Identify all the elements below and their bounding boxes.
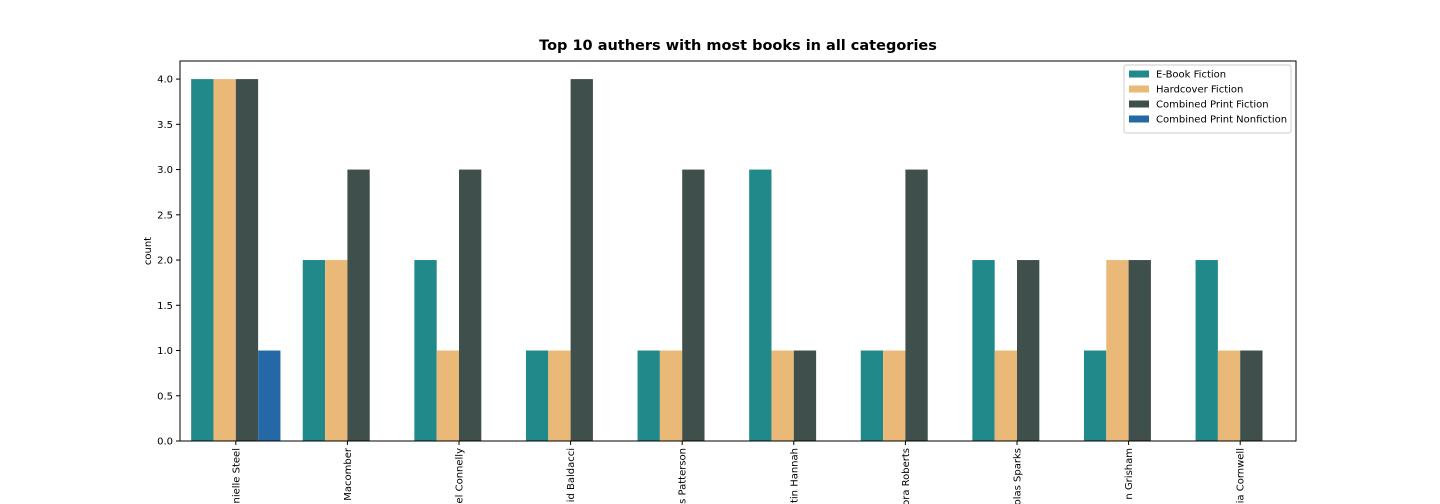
bar [548,350,571,441]
bar [436,350,459,441]
y-tick-label: 0.0 [157,437,173,448]
bar [191,79,214,441]
bar [325,260,348,441]
bar [1128,260,1151,441]
bar [1240,350,1263,441]
legend: E-Book Fiction Hardcover Fiction Combined … [1123,64,1292,134]
x-tick-label: n Grisham [1124,448,1135,500]
legend-label: Combined Print Fiction [1156,100,1269,111]
y-tick-label: 2.0 [157,256,173,267]
bar [860,350,884,441]
bar [1017,260,1040,441]
bar [302,260,326,441]
bar [235,79,259,441]
legend-label: Combined Print Nonfiction [1156,115,1287,126]
bar [682,169,705,442]
y-tick-label: 4.0 [157,75,173,86]
bar [347,169,370,442]
chart-title: Top 10 authers with most books in all ca… [539,38,937,54]
x-tick-label: tin Hannah [789,448,800,503]
bar [570,79,593,441]
y-tick-label: 0.5 [157,391,173,402]
x-tick-label: s Patterson [678,448,689,504]
bar [749,169,772,442]
legend-swatch [1129,70,1149,78]
bar [213,79,236,441]
x-tick-label: olas Sparks [1013,448,1024,504]
bar [414,260,437,441]
x-tick-label: nielle Steel [231,448,242,504]
bar [637,350,660,441]
bar [1106,260,1129,441]
y-tick-label: 1.5 [157,301,173,312]
bar [1083,350,1107,441]
x-tick-label: ia Cornwell [1236,448,1247,503]
bar [1217,350,1241,441]
legend-swatch [1129,85,1149,93]
legend-swatch [1129,100,1149,108]
y-tick-label: 3.5 [157,120,173,131]
legend-swatch [1129,115,1149,123]
bar [1195,260,1218,441]
bar [793,350,817,441]
y-tick-label: 3.0 [157,165,173,176]
x-tick-label: id Baldacci [566,448,577,502]
bar [972,260,995,441]
x-tick-label: el Connelly [455,448,466,504]
y-tick-label: 2.5 [157,210,173,221]
y-tick-label: 1.0 [157,346,173,357]
bar [905,169,928,442]
bar [258,350,281,441]
bar [883,350,906,441]
x-tick-label: Macomber [343,447,354,501]
legend-label: E-Book Fiction [1156,70,1226,81]
bar [771,350,794,441]
bar [459,169,482,442]
x-tick-label: ora Roberts [901,448,912,504]
y-axis-label: count [143,237,154,265]
bar [659,350,683,441]
legend-label: Hardcover Fiction [1156,85,1243,96]
bar [994,350,1017,441]
bar [525,350,549,441]
legend-frame [1123,64,1292,134]
axes-frame [179,60,1297,442]
